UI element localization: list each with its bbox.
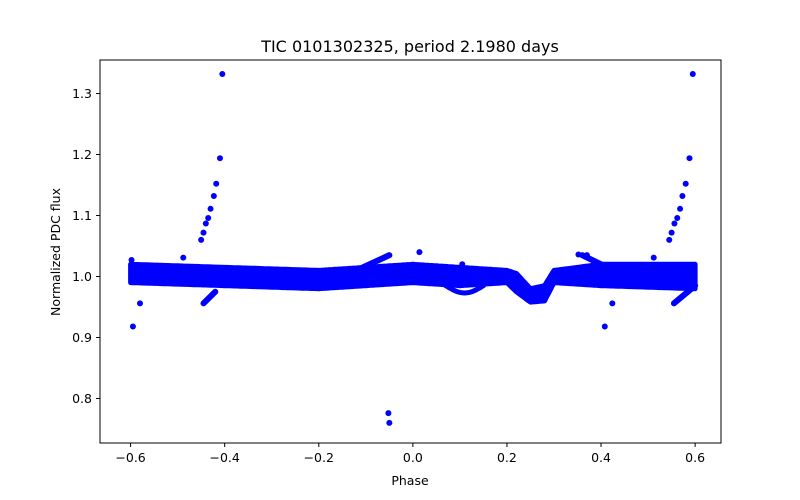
y-tick-label: 1.0 <box>72 269 92 284</box>
data-point <box>583 252 590 259</box>
y-tick-label: 1.1 <box>72 208 92 223</box>
data-point <box>671 220 678 227</box>
data-point <box>180 254 187 261</box>
data-point <box>575 251 582 258</box>
data-point <box>202 220 209 227</box>
data-point <box>386 419 393 426</box>
data-point <box>210 193 217 200</box>
plot-area <box>128 71 699 426</box>
data-points <box>128 71 699 426</box>
data-point <box>601 323 608 330</box>
y-axis-ticks: 0.8 0.9 1.0 1.1 1.2 1.3 <box>72 86 100 406</box>
x-tick-label: −0.2 <box>304 450 334 465</box>
x-tick-label: 0.4 <box>591 450 611 465</box>
y-tick-label: 0.8 <box>72 391 92 406</box>
x-tick-label: 0.2 <box>497 450 517 465</box>
x-tick-label: −0.6 <box>115 450 145 465</box>
data-point <box>609 300 616 307</box>
data-point <box>200 229 207 236</box>
data-point <box>686 155 693 162</box>
ramp-segment <box>670 282 699 307</box>
data-point <box>128 257 135 264</box>
y-tick-label: 1.2 <box>72 147 92 162</box>
y-tick-label: 0.9 <box>72 330 92 345</box>
data-point <box>674 214 681 221</box>
data-point <box>689 71 696 78</box>
data-point <box>679 193 686 200</box>
x-tick-label: 0.6 <box>685 450 705 465</box>
x-axis-label: Phase <box>391 473 429 488</box>
data-point <box>682 180 689 187</box>
y-tick-label: 1.3 <box>72 86 92 101</box>
axes-frame <box>99 59 722 444</box>
data-point <box>205 214 212 221</box>
data-point <box>129 323 136 330</box>
ramp-segment <box>200 288 219 307</box>
y-axis-label: Normalized PDC flux <box>48 188 63 316</box>
data-point <box>207 205 214 212</box>
data-point <box>677 205 684 212</box>
data-point <box>136 300 143 307</box>
chart-title: TIC 0101302325, period 2.1980 days <box>260 37 559 56</box>
data-point <box>666 236 673 243</box>
x-axis-ticks: −0.6 −0.4 −0.2 0.0 0.2 0.4 0.6 <box>115 443 705 465</box>
data-point <box>668 229 675 236</box>
ramp-segment <box>353 252 393 274</box>
data-point <box>213 180 220 187</box>
data-point <box>385 410 392 417</box>
data-point <box>219 71 226 78</box>
data-point <box>198 236 205 243</box>
x-tick-label: 0.0 <box>403 450 423 465</box>
data-point <box>416 249 423 256</box>
data-point <box>216 155 223 162</box>
secondary-lobe <box>443 283 486 296</box>
data-point <box>650 254 657 261</box>
data-point <box>459 261 466 268</box>
x-tick-label: −0.4 <box>209 450 239 465</box>
